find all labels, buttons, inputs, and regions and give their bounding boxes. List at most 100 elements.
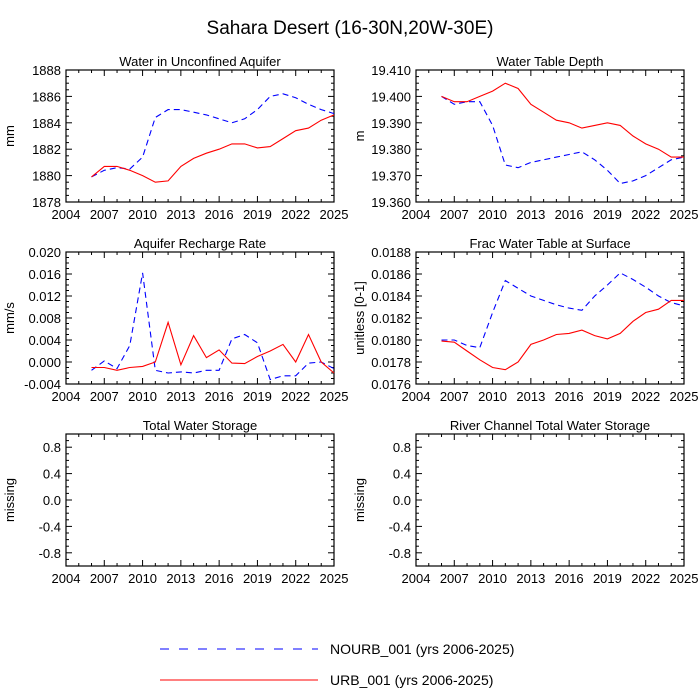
x-tick-label: 2007 — [90, 571, 119, 586]
y-tick-label: 0.0176 — [371, 377, 411, 392]
y-tick-label: -0.8 — [389, 546, 411, 561]
series-line-nourb_001 — [91, 272, 335, 381]
y-tick-label: 19.360 — [371, 195, 411, 210]
y-tick-label: 0.4 — [43, 467, 61, 482]
panel-5: Total Water Storage missing 2004 2007 2010 20… — [2, 418, 348, 586]
x-tick-label: 2022 — [631, 389, 660, 404]
y-tick-label: 0.4 — [393, 467, 411, 482]
y-tick-label: 19.390 — [371, 116, 411, 131]
series-line-nourb_001 — [441, 272, 685, 349]
y-axis-label: missing — [352, 478, 367, 522]
series-line-urb_001 — [441, 82, 684, 158]
panel-title: Water Table Depth — [497, 54, 604, 69]
plot-frame — [415, 69, 685, 203]
x-tick-label: 2016 — [205, 389, 234, 404]
y-tick-label: -0.004 — [24, 377, 61, 392]
panel-title: Frac Water Table at Surface — [469, 236, 630, 251]
x-tick-label: 2004 — [402, 207, 431, 222]
y-tick-label: 0.0 — [43, 493, 61, 508]
x-tick-label: 2007 — [90, 389, 119, 404]
x-tick-label: 2016 — [555, 207, 584, 222]
panel-4: Frac Water Table at Surface unitless [0-1… — [352, 236, 698, 404]
x-tick-label: 2019 — [243, 571, 272, 586]
x-tick-label: 2022 — [631, 207, 660, 222]
y-tick-label: 0.0182 — [371, 311, 411, 326]
series-line-urb_001 — [441, 299, 684, 371]
y-tick-label: -0.4 — [389, 519, 411, 534]
y-tick-label: 0.0178 — [371, 355, 411, 370]
y-tick-label: 0.000 — [28, 355, 61, 370]
x-tick-label: 2013 — [166, 571, 195, 586]
panels: Water in Unconfined Aquifer mm 2004 2007 201… — [2, 54, 698, 586]
y-tick-label: 1880 — [32, 169, 61, 184]
panel-title: Total Water Storage — [143, 418, 257, 433]
legend: NOURB_001 (yrs 2006-2025) URB_001 (yrs 20… — [160, 641, 514, 688]
y-axis-label: missing — [2, 478, 17, 522]
x-tick-label: 2004 — [52, 389, 81, 404]
x-tick-label: 2016 — [555, 389, 584, 404]
x-tick-label: 2022 — [281, 389, 310, 404]
series-line-nourb_001 — [91, 93, 335, 178]
x-tick-label: 2022 — [281, 207, 310, 222]
plot-frame — [65, 433, 335, 567]
plot-frame — [65, 69, 335, 203]
y-tick-label: 0.0188 — [371, 245, 411, 260]
x-tick-label: 2016 — [205, 571, 234, 586]
x-tick-label: 2013 — [166, 389, 195, 404]
x-tick-label: 2025 — [670, 571, 699, 586]
x-tick-label: 2010 — [478, 571, 507, 586]
legend-label-1: NOURB_001 (yrs 2006-2025) — [330, 641, 514, 657]
y-tick-label: 1878 — [32, 195, 61, 210]
y-tick-label: 0.016 — [28, 267, 61, 282]
x-tick-label: 2013 — [516, 207, 545, 222]
panel-title: Water in Unconfined Aquifer — [119, 54, 281, 69]
y-tick-label: 1888 — [32, 63, 61, 78]
x-tick-label: 2019 — [243, 389, 272, 404]
y-tick-label: 19.380 — [371, 142, 411, 157]
x-tick-label: 2019 — [593, 207, 622, 222]
x-tick-label: 2022 — [631, 571, 660, 586]
y-tick-label: 0.0186 — [371, 267, 411, 282]
x-tick-label: 2013 — [166, 207, 195, 222]
y-tick-label: 19.370 — [371, 169, 411, 184]
x-tick-label: 2025 — [320, 389, 349, 404]
y-tick-label: 19.400 — [371, 89, 411, 104]
y-tick-label: 0.0180 — [371, 333, 411, 348]
x-tick-label: 2010 — [478, 389, 507, 404]
y-tick-label: 1882 — [32, 142, 61, 157]
y-tick-label: -0.4 — [39, 519, 61, 534]
x-tick-label: 2025 — [320, 571, 349, 586]
y-tick-label: -0.8 — [39, 546, 61, 561]
x-tick-label: 2013 — [516, 389, 545, 404]
x-tick-label: 2010 — [128, 389, 157, 404]
panel-6: River Channel Total Water Storage missing… — [352, 418, 698, 586]
x-tick-label: 2007 — [440, 389, 469, 404]
x-tick-label: 2025 — [670, 207, 699, 222]
x-tick-label: 2007 — [440, 207, 469, 222]
series-line-urb_001 — [91, 114, 335, 183]
x-tick-label: 2013 — [516, 571, 545, 586]
x-tick-label: 2019 — [593, 389, 622, 404]
y-tick-label: 0.004 — [28, 333, 61, 348]
x-tick-label: 2022 — [281, 571, 310, 586]
y-tick-label: 0.8 — [393, 440, 411, 455]
x-tick-label: 2019 — [593, 571, 622, 586]
y-tick-label: 0.020 — [28, 245, 61, 260]
y-axis-label: mm — [2, 125, 17, 147]
panel-3: Aquifer Recharge Rate mm/s 2004 2007 2010 201… — [2, 236, 348, 404]
y-tick-label: 0.0 — [393, 493, 411, 508]
y-tick-label: 0.012 — [28, 289, 61, 304]
y-tick-label: 1886 — [32, 89, 61, 104]
x-tick-label: 2007 — [90, 207, 119, 222]
y-tick-label: 1884 — [32, 116, 61, 131]
x-tick-label: 2004 — [402, 571, 431, 586]
panel-title: Aquifer Recharge Rate — [134, 236, 266, 251]
x-tick-label: 2010 — [128, 207, 157, 222]
x-tick-label: 2004 — [52, 207, 81, 222]
x-tick-label: 2019 — [243, 207, 272, 222]
x-tick-label: 2004 — [52, 571, 81, 586]
x-tick-label: 2004 — [402, 389, 431, 404]
plot-frame — [65, 251, 335, 385]
y-tick-label: 0.008 — [28, 311, 61, 326]
y-tick-label: 19.410 — [371, 63, 411, 78]
